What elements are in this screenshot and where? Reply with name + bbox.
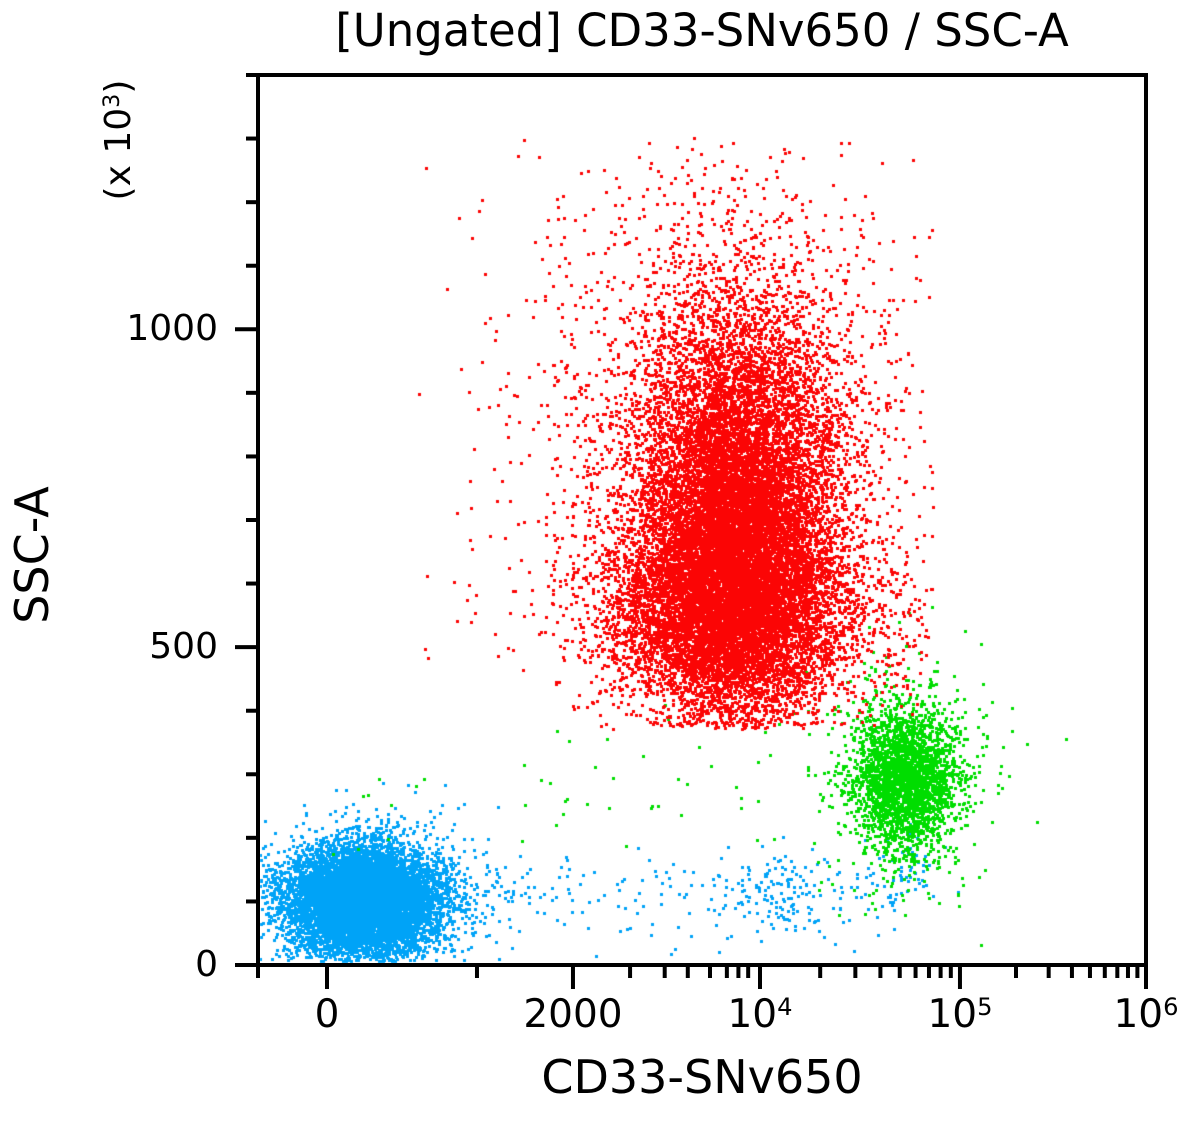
- tick-exponent: 6: [1163, 992, 1179, 1021]
- tick-exponent: 4: [777, 992, 793, 1021]
- x-axis-label: CD33-SNv650: [541, 1050, 863, 1104]
- x-tick-label: 104: [727, 992, 793, 1037]
- tick-exponent: 5: [977, 992, 993, 1021]
- y-tick-label: 500: [149, 626, 218, 668]
- y-tick-label: 0: [195, 944, 218, 985]
- x-tick-label: 2000: [523, 992, 623, 1037]
- y-tick-label: 1000: [126, 308, 218, 350]
- x-tick-label: 105: [927, 992, 993, 1037]
- x-tick-label: 106: [1113, 992, 1179, 1037]
- x-tick-label: 0: [314, 992, 340, 1037]
